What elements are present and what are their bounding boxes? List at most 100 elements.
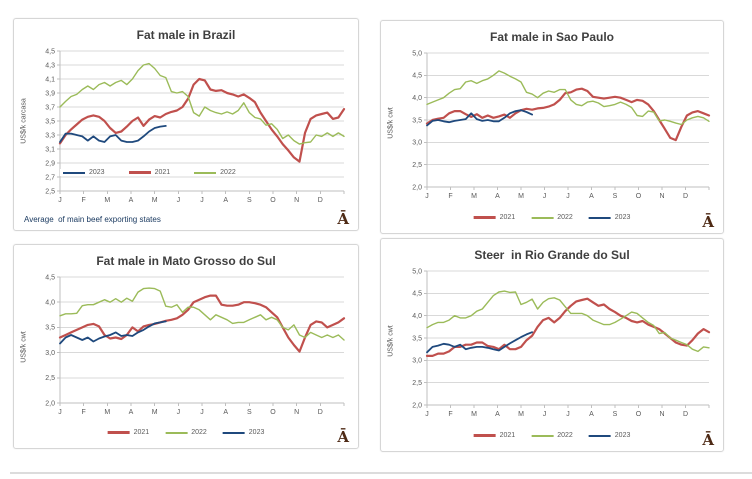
y-tick-label: 3,5 [45, 118, 55, 125]
legend: 2021 2022 2023 [107, 429, 265, 436]
y-tick-label: 4,1 [45, 76, 55, 83]
y-axis-label: US$/k cwt [387, 107, 395, 139]
x-tick-label: J [543, 411, 547, 418]
legend-label: 2022 [557, 432, 573, 439]
chart-footnote: Average of main beef exporting states [24, 215, 161, 224]
legend-label: 2021 [499, 432, 516, 439]
page-divider [10, 472, 752, 474]
y-tick-label: 4,3 [45, 62, 55, 69]
x-tick-label: J [425, 411, 429, 418]
x-tick-label: F [448, 411, 452, 418]
x-tick-label: S [613, 193, 618, 200]
chart-title: Steer in Rio Grande do Sul [474, 248, 630, 262]
y-tick-label: 2,0 [412, 184, 422, 191]
y-tick-label: 3,0 [412, 358, 422, 365]
chart-panel-rio-grande-do-sul: Steer in Rio Grande do Sul US$/k cwt 5,0… [380, 238, 724, 452]
y-tick-label: 5,0 [412, 50, 422, 57]
series-line-2023 [59, 320, 167, 345]
x-tick-label: A [495, 193, 500, 200]
x-tick-label: A [129, 409, 134, 416]
legend-item-2022: 2022 [531, 432, 573, 439]
x-tick-label: A [129, 197, 134, 204]
legend-label: 2021 [133, 429, 150, 436]
y-axis-label: US$/k carcasa [20, 98, 28, 144]
legend-label: 2022 [220, 169, 236, 176]
y-tick-label: 2,5 [45, 188, 55, 195]
line-plot: 4,54,03,53,02,52,0J F M A M J J A S O N D [45, 274, 346, 416]
brand-logo-icon: Ā [702, 213, 714, 231]
legend-item-2022: 2022 [194, 169, 236, 176]
legend-item-2023: 2023 [63, 169, 105, 176]
legend-swatch [222, 431, 245, 434]
legend-item-2022: 2022 [165, 429, 207, 436]
x-tick-label: S [247, 409, 252, 416]
x-tick-label: M [518, 411, 524, 418]
y-tick-label: 3,9 [45, 90, 55, 97]
legend-label: 2023 [248, 429, 265, 436]
x-tick-label: N [659, 193, 664, 200]
series-line-2021 [58, 294, 346, 353]
x-tick-label: S [247, 197, 252, 204]
legend-item-2021: 2021 [128, 169, 171, 176]
x-tick-label: A [223, 197, 228, 204]
x-tick-label: N [294, 409, 299, 416]
x-tick-label: N [294, 197, 299, 204]
series-line-2023 [59, 125, 167, 143]
chart-title: Fat male in Sao Paulo [489, 30, 615, 44]
chart-panel-mato-grosso-do-sul: Fat male in Mato Grosso do Sul US$/k cwt… [13, 244, 359, 449]
x-tick-label: D [683, 411, 688, 418]
chart-title: Fat male in Mato Grosso do Sul [96, 254, 276, 268]
y-tick-label: 3,1 [45, 146, 55, 153]
y-tick-label: 2,9 [45, 160, 55, 167]
y-tick-label: 2,7 [45, 174, 55, 181]
line-plot: 4,54,34,13,93,73,53,33,12,92,72,5J F M A M J J… [45, 48, 346, 204]
legend-swatch [473, 216, 496, 219]
legend-item-2023: 2023 [588, 432, 631, 439]
x-tick-label: S [613, 411, 618, 418]
x-tick-label: A [223, 409, 228, 416]
y-axis-label: US$/k cwt [387, 325, 395, 357]
x-tick-label: J [177, 197, 181, 204]
legend-item-2021: 2021 [473, 432, 516, 439]
legend-swatch [473, 434, 496, 437]
legend-item-2023: 2023 [588, 214, 630, 221]
x-tick-label: M [104, 409, 110, 416]
legend: 2021 2022 2023 [473, 432, 631, 439]
legend-swatch [588, 216, 611, 219]
legend-label: 2022 [557, 214, 573, 221]
series-line-2023 [426, 109, 534, 127]
series-line-2021 [58, 77, 346, 163]
y-tick-label: 3,0 [412, 140, 422, 147]
brand-logo-icon: Ā [337, 210, 349, 228]
line-plot: 5,04,54,03,53,02,52,0J F M A M J J A S O N D [412, 268, 711, 418]
legend-label: 2021 [154, 169, 171, 176]
x-tick-label: M [104, 197, 110, 204]
series-line-2022 [426, 70, 710, 126]
y-tick-label: 3,3 [45, 132, 55, 139]
y-axis-label: US$/k cwt [20, 331, 28, 363]
x-tick-label: F [82, 409, 86, 416]
x-tick-label: N [659, 411, 664, 418]
chart-title: Fat male in Brazil [136, 28, 236, 42]
x-tick-label: A [589, 411, 594, 418]
legend-swatch [531, 216, 554, 219]
y-tick-label: 2,5 [45, 375, 55, 382]
legend-label: 2023 [614, 432, 631, 439]
x-tick-label: O [270, 409, 276, 416]
legend-swatch [128, 171, 151, 174]
x-tick-label: F [448, 193, 452, 200]
x-tick-label: D [683, 193, 688, 200]
legend-swatch [194, 171, 217, 174]
x-tick-label: A [495, 411, 500, 418]
y-tick-label: 3,5 [412, 117, 422, 124]
legend-label: 2021 [499, 214, 516, 221]
legend-swatch [588, 434, 611, 437]
series-line-2022 [59, 287, 345, 341]
legend-item-2022: 2022 [531, 214, 573, 221]
legend-label: 2022 [191, 429, 207, 436]
y-tick-label: 3,7 [45, 104, 55, 111]
chart-panel-sao-paulo: Fat male in Sao Paulo US$/k cwt 5,0 4,5 4,… [380, 20, 724, 234]
y-tick-label: 3,5 [45, 325, 55, 332]
legend-swatch [165, 431, 188, 434]
